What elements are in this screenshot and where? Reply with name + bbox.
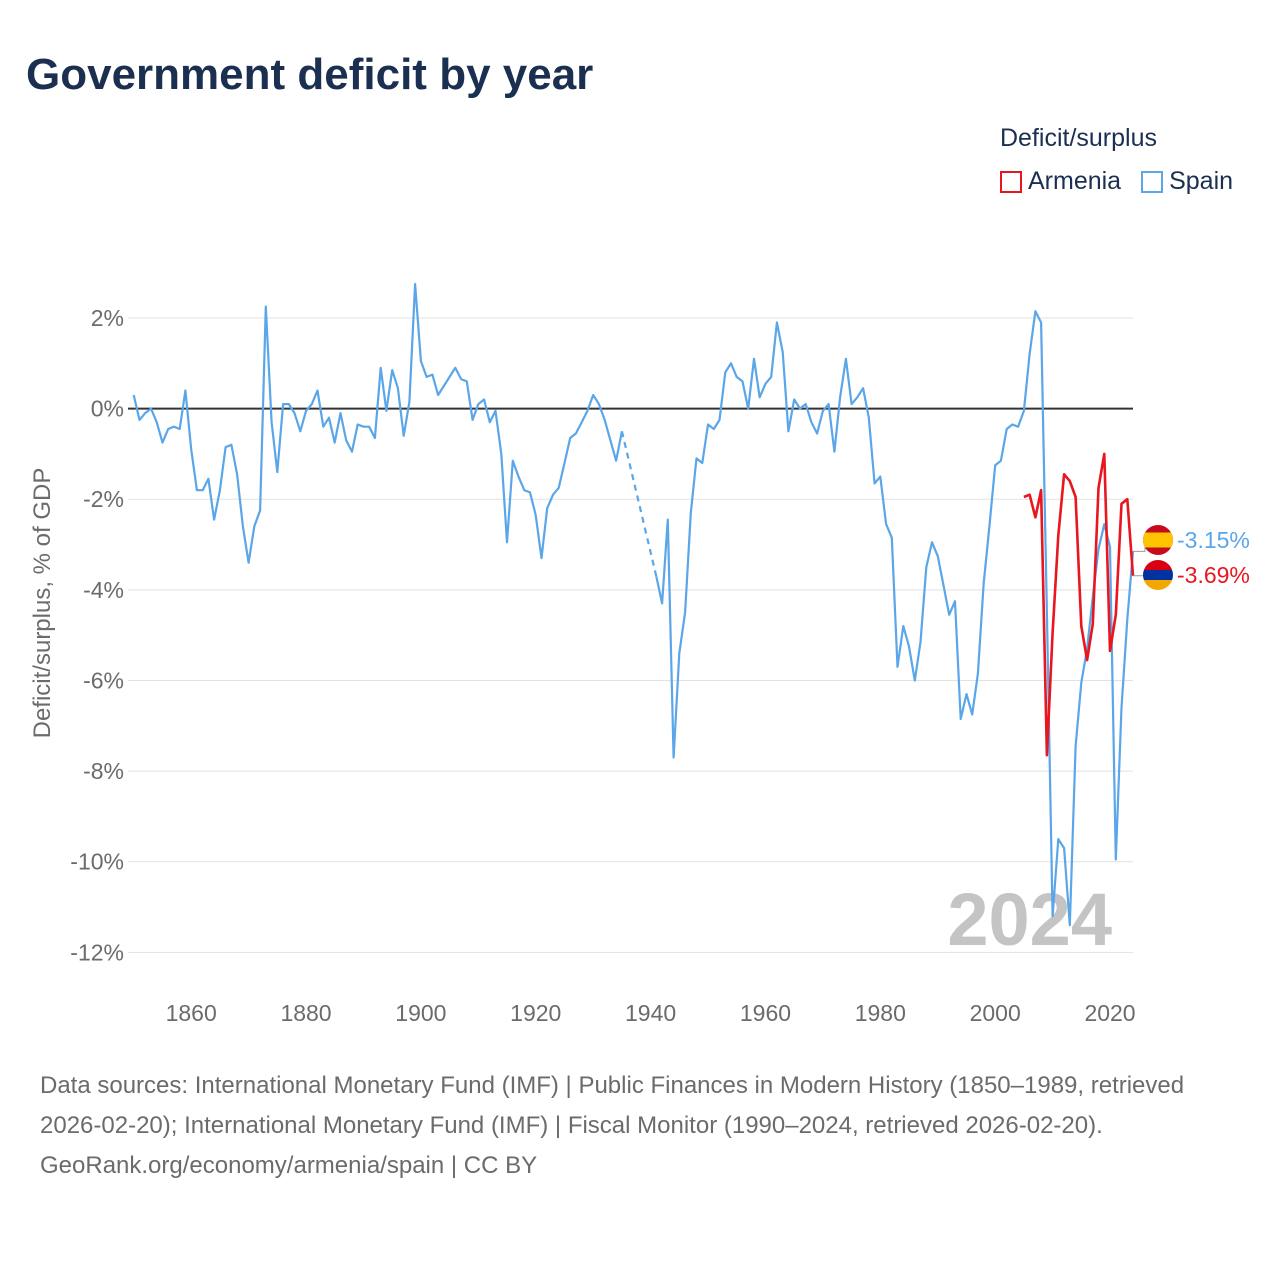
series-line-spain[interactable] — [655, 310, 1135, 927]
y-axis-label: Deficit/surplus, % of GDP — [29, 468, 56, 739]
y-tick-label: 2% — [91, 305, 124, 331]
y-tick-label: -10% — [70, 849, 124, 875]
legend-title: Deficit/surplus — [1000, 124, 1157, 152]
chart-title: Government deficit by year — [26, 50, 594, 99]
legend-swatch-spain — [1141, 170, 1164, 193]
x-axis-ticks: 1860 1880 1900 1920 1940 1960 1980 2000 2020 — [166, 1000, 1136, 1026]
legend-item-spain[interactable]: Spain — [1141, 167, 1233, 196]
x-tick-label: 1880 — [280, 1000, 331, 1026]
y-tick-label: -8% — [83, 758, 124, 784]
end-label-spain: -3.15% — [1177, 527, 1250, 553]
x-tick-label: 1940 — [625, 1000, 676, 1026]
y-tick-label: -2% — [83, 486, 124, 512]
y-tick-label: -4% — [83, 577, 124, 603]
legend-label-armenia: Armenia — [1028, 167, 1122, 195]
end-labels: -3.15% -3.69% — [1133, 525, 1250, 590]
legend-item-armenia[interactable]: Armenia — [1000, 167, 1121, 196]
grid-lines — [128, 317, 1133, 953]
legend-label-spain: Spain — [1169, 167, 1234, 195]
footer: Data sources: International Monetary Fun… — [40, 1066, 1240, 1186]
y-axis-ticks: 2% 0% -2% -4% -6% -8% -10% -12% — [70, 305, 124, 965]
y-tick-label: 0% — [91, 396, 124, 422]
x-tick-label: 1980 — [855, 1000, 906, 1026]
end-label-armenia: -3.69% — [1177, 562, 1250, 588]
series-lines — [132, 282, 1135, 927]
x-tick-label: 2000 — [970, 1000, 1021, 1026]
armenia-flag-icon — [1143, 560, 1173, 590]
x-tick-label: 1900 — [395, 1000, 446, 1026]
y-tick-label: -6% — [83, 667, 124, 693]
x-tick-label: 1960 — [740, 1000, 791, 1026]
line-chart: 2024 2% 0% -2% -4% -6% -8% -10% -12% 1860 1880 19… — [29, 282, 1250, 1026]
series-line-spain[interactable] — [620, 431, 658, 577]
series-line-armenia[interactable] — [1023, 452, 1135, 757]
series-line-spain[interactable] — [132, 282, 623, 564]
legend-swatch-armenia — [1000, 170, 1022, 193]
y-tick-label: -12% — [70, 939, 124, 965]
credit-line: GeoRank.org/economy/armenia/spain | CC B… — [40, 1152, 538, 1179]
legend: Deficit/surplus Armenia Spain — [1000, 124, 1233, 196]
x-tick-label: 1920 — [510, 1000, 561, 1026]
x-tick-label: 2020 — [1084, 1000, 1135, 1026]
spain-flag-icon — [1143, 525, 1173, 555]
data-sources: Data sources: International Monetary Fun… — [40, 1072, 1185, 1139]
x-tick-label: 1860 — [166, 1000, 217, 1026]
year-watermark: 2024 — [947, 878, 1112, 961]
